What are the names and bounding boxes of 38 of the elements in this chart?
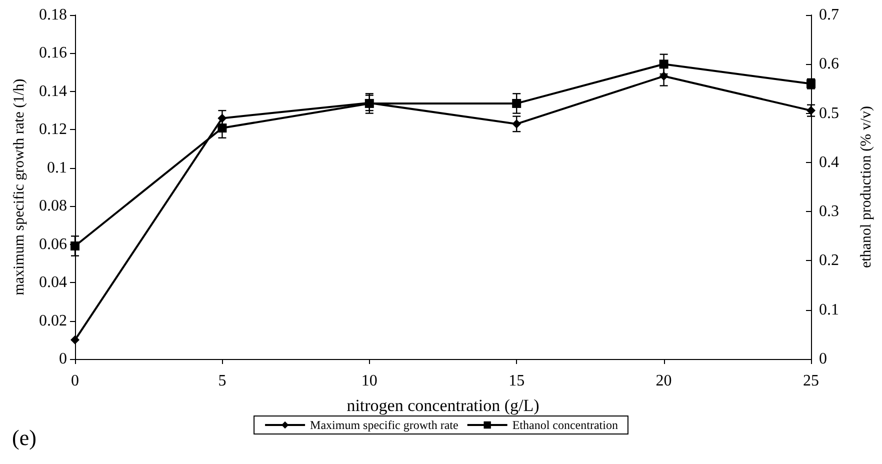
x-tick-label: 5 [218,372,226,390]
y2-tick-label: 0.6 [819,56,839,73]
y-tick-label: 0.16 [39,44,67,62]
text: (e) [12,425,36,451]
point [218,124,227,133]
y-tick-label: 0.08 [39,198,67,215]
y2-tick-label: 0.2 [819,252,839,270]
x-axis-title: nitrogen concentration (g/L) [346,396,540,415]
legend-label: Maximum specific growth rate [310,418,458,432]
y-tick-label: 0.1 [47,159,67,176]
x-tick-label: 25 [803,372,819,390]
x-tick-label: 10 [361,372,378,390]
point [70,335,80,344]
y2-axis-title: ethanol production (% v/v) [858,106,874,268]
y-tick-label: 0.18 [39,6,67,24]
x-tick-label: 15 [508,372,525,390]
legend-label: Ethanol concentration [512,418,618,432]
y2-tick-label: 0 [819,350,827,368]
y-tick-label: 0 [59,350,67,368]
x-tick-label: 0 [71,372,79,390]
point [512,119,522,128]
y-tick-label: 0.02 [39,312,67,330]
point [806,79,816,88]
y2-tick-label: 0.3 [819,203,839,220]
y2-tick-label: 0.1 [819,301,839,318]
point [218,114,227,123]
y-tick-label: 0.06 [39,236,67,253]
y-tick-label: 0.12 [39,121,67,138]
x-tick-label: 20 [656,372,672,390]
point [659,60,668,69]
point [659,72,668,81]
y2-tick-label: 0.4 [819,154,839,171]
point [512,98,522,108]
y2-tick-label: 0.7 [819,6,839,24]
y-tick-label: 0.14 [39,82,67,100]
y-axis-title: maximum specific growth rate (1/h) [12,78,28,296]
y-tick-label: 0.04 [39,274,67,292]
y2-tick-label: 0.5 [819,104,839,122]
